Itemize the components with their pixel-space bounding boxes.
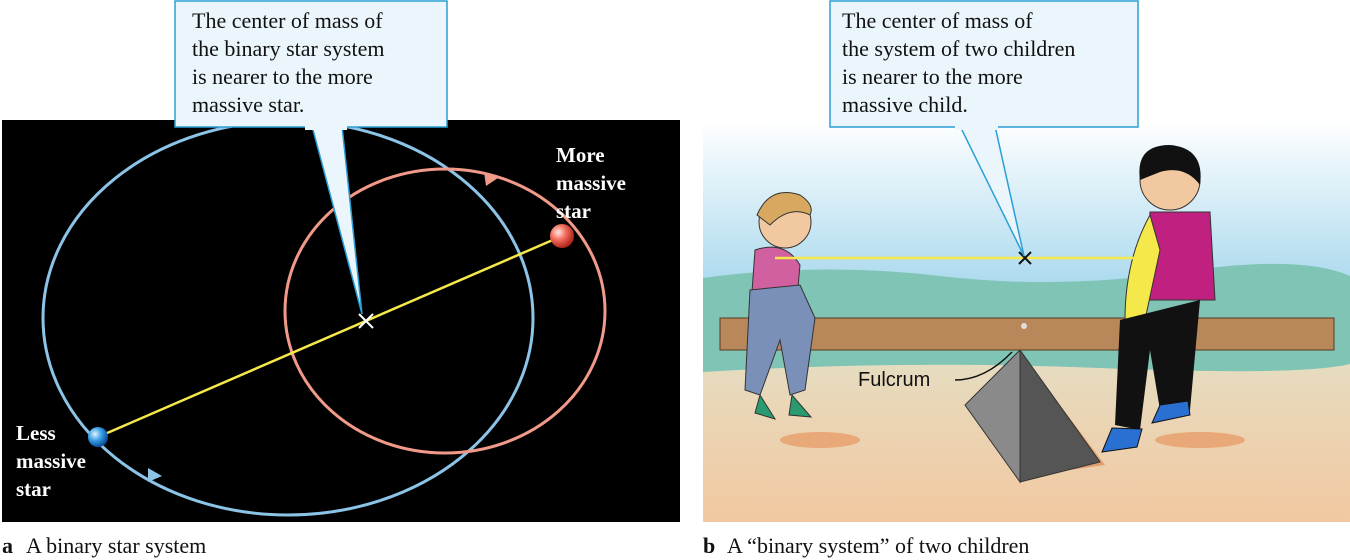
callout-line: massive child. [842,92,968,117]
more-massive-star [550,224,574,248]
star-label: massive [556,171,626,195]
boy-pants [1115,300,1200,430]
connecting-line [97,234,563,439]
shadow [780,432,860,448]
panel-caption: A “binary system” of two children [727,533,1029,558]
callout-line: The center of mass of [192,8,383,33]
boy-hair [1139,145,1201,185]
callout-line: is nearer to the more [842,64,1023,89]
center-of-mass [1018,251,1032,265]
boy-shoes [1101,400,1191,453]
girl-shoes [754,393,813,420]
star-label: Less [16,421,56,445]
seesaw-plank [719,317,1335,351]
star-label: More [556,143,605,167]
panel-letter: b [703,533,715,558]
orbit-arrow [484,172,498,186]
callout-box [174,0,448,128]
shadow [1155,432,1245,448]
center-of-mass [358,313,374,329]
star-label: massive [16,449,86,473]
callout-box [829,0,1139,128]
star-label: star [556,199,591,223]
red-orbit [283,167,607,455]
orbit-arrow [148,468,162,482]
panel-letter: a [2,533,13,558]
girl-hair [756,192,812,226]
girl-overalls [744,284,816,396]
pivot [1021,323,1027,329]
callout-line: The center of mass of [842,8,1033,33]
callout-line: is nearer to the more [192,64,373,89]
callout-line: the system of two children [842,36,1075,61]
panel-caption: A binary star system [26,533,206,558]
callout-line: the binary star system [192,36,384,61]
fulcrum-label: Fulcrum [858,369,930,391]
callout-joint [305,122,347,130]
leader-line [954,351,1013,381]
fulcrum-pyramid [1019,348,1101,483]
less-massive-star [88,427,108,447]
callout-joint [955,122,998,130]
star-label: star [16,477,51,501]
callout-line: massive star. [192,92,304,117]
